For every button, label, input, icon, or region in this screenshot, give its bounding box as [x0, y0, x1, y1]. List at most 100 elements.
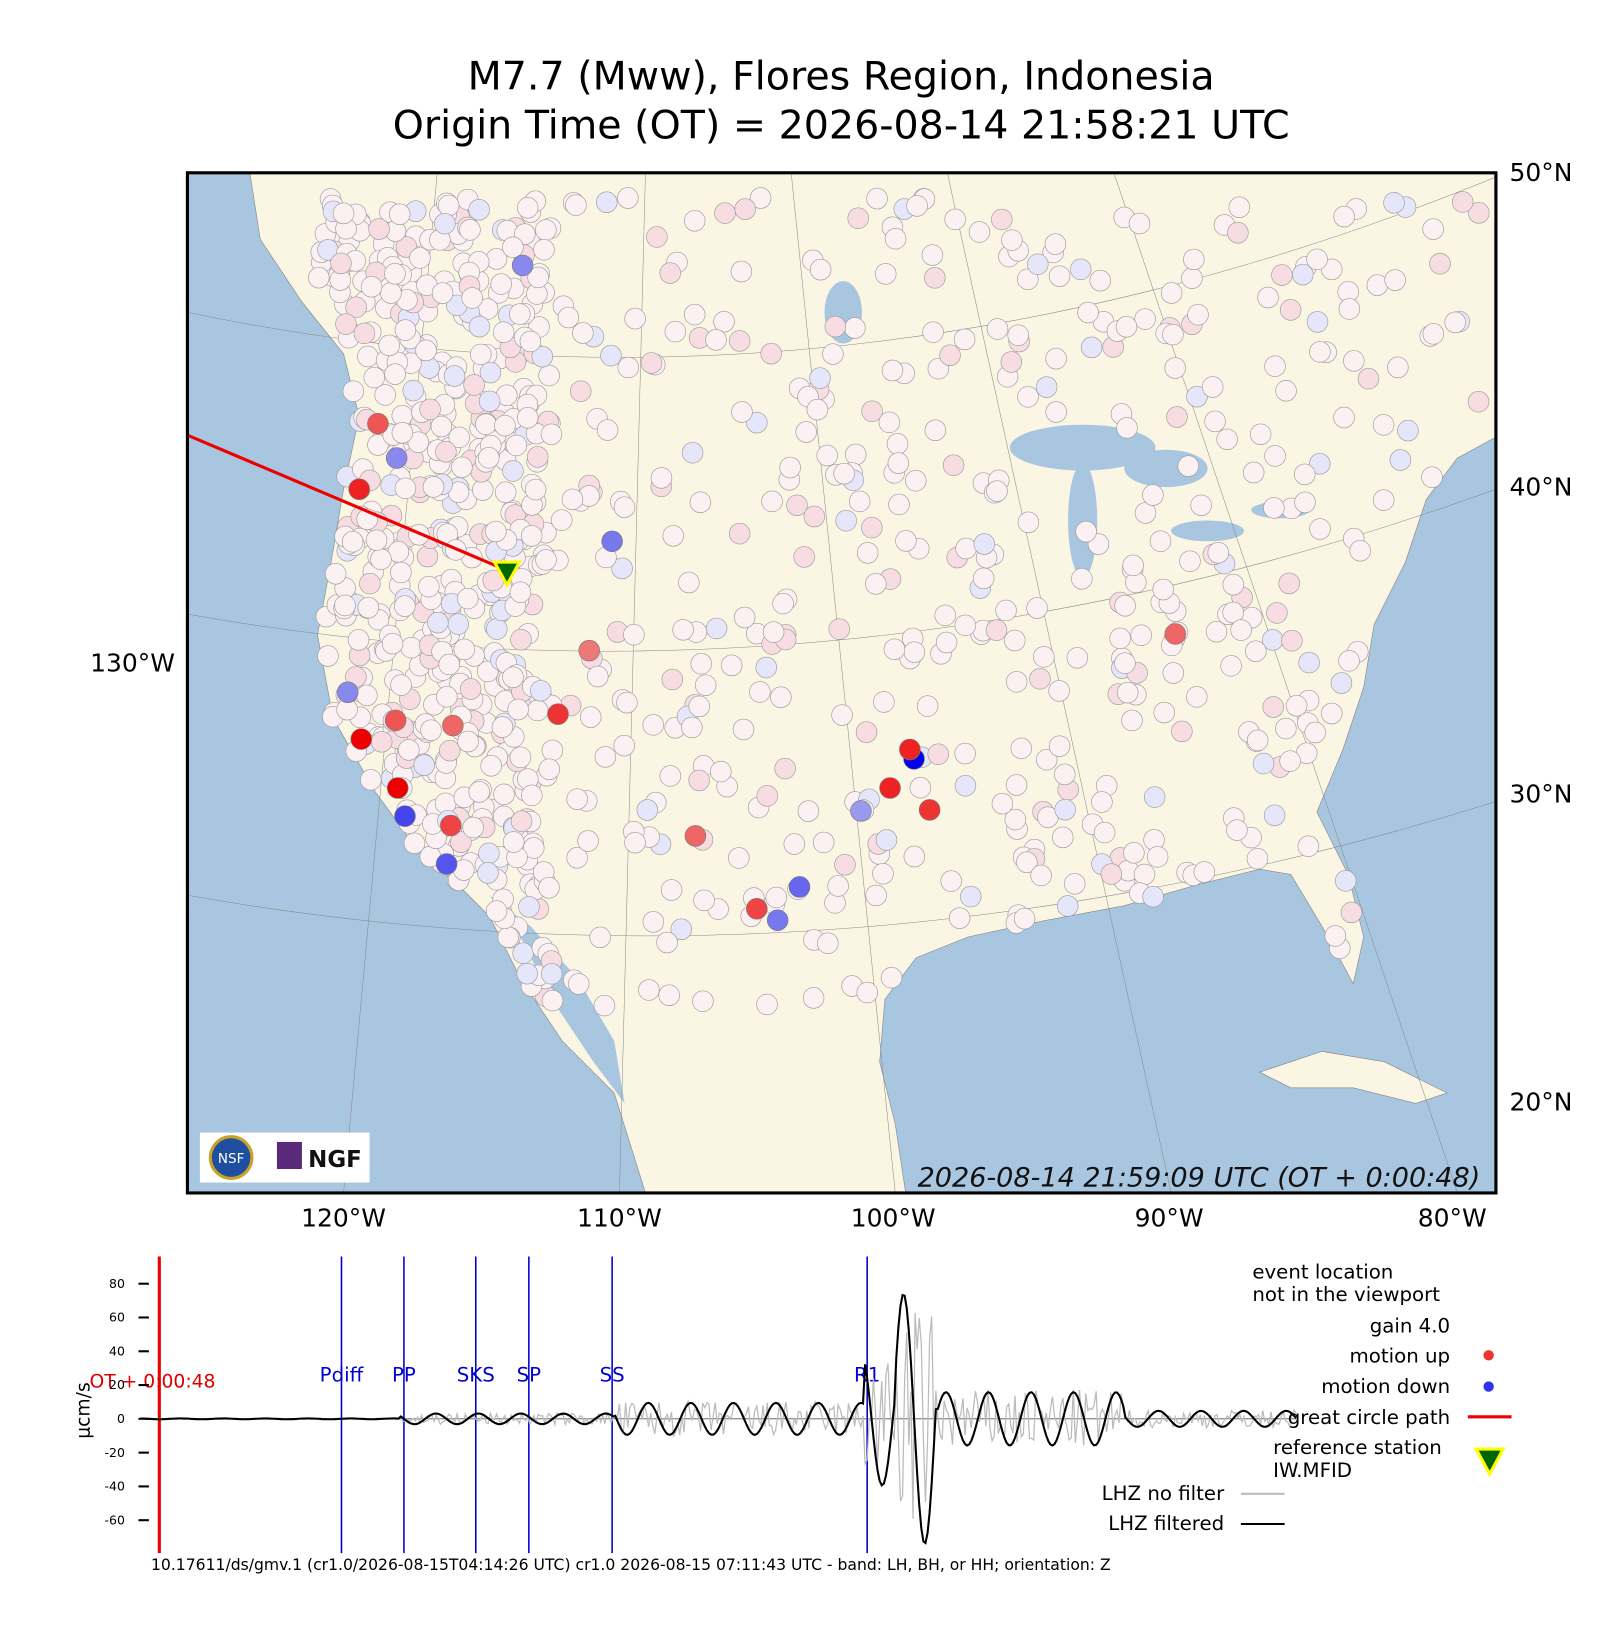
station [1035, 376, 1058, 398]
station [440, 814, 462, 837]
station [948, 907, 971, 929]
station [662, 525, 684, 547]
station [357, 345, 379, 368]
station [1017, 268, 1039, 290]
station [1228, 196, 1251, 218]
station [567, 973, 590, 995]
station [533, 239, 555, 261]
station [1304, 721, 1326, 744]
station [844, 443, 867, 466]
station [1285, 695, 1308, 717]
station [1397, 419, 1419, 442]
station [1383, 192, 1405, 214]
subtitle: Origin Time (OT) = 2026-08-14 21:58:21 U… [393, 102, 1290, 148]
station [934, 604, 956, 627]
station [490, 273, 512, 295]
station [1246, 847, 1269, 870]
lat-label: 30°N [1509, 780, 1572, 809]
station [520, 525, 543, 547]
station [746, 411, 768, 434]
station [1262, 696, 1284, 718]
station [1016, 851, 1038, 873]
station [749, 681, 771, 703]
graticule-line [790, 172, 896, 1193]
station [617, 356, 639, 379]
station [589, 926, 611, 949]
station [507, 698, 529, 721]
station [834, 854, 856, 876]
station [540, 423, 563, 446]
station [1026, 597, 1048, 619]
station [1010, 737, 1032, 760]
station [922, 321, 944, 343]
station [817, 932, 839, 954]
legend-label: LHZ no filter [1102, 1482, 1225, 1505]
station [1177, 455, 1200, 477]
station [1246, 729, 1269, 752]
station [684, 825, 707, 847]
station [1130, 624, 1152, 646]
station [1372, 414, 1395, 436]
station [523, 837, 545, 859]
station [447, 613, 469, 635]
station [995, 599, 1017, 622]
station [600, 344, 622, 367]
station [905, 469, 927, 492]
station [317, 645, 339, 667]
y-tick-label: 0 [117, 1411, 125, 1426]
station [509, 303, 531, 325]
station [1114, 595, 1136, 617]
y-tick-label: -60 [105, 1512, 125, 1527]
station [678, 571, 700, 594]
station [437, 194, 460, 217]
station [1183, 248, 1205, 271]
ngf-text: NGF [308, 1147, 362, 1173]
station [1164, 357, 1186, 379]
station [1160, 282, 1183, 304]
lake [1068, 463, 1098, 578]
station [1048, 735, 1071, 757]
station [850, 800, 872, 822]
station [418, 575, 440, 598]
station [1128, 212, 1151, 235]
station [345, 296, 367, 318]
station [835, 509, 857, 532]
station [660, 879, 683, 901]
station [1007, 324, 1029, 346]
station [856, 542, 879, 564]
station [903, 845, 926, 868]
station [793, 546, 815, 568]
station [394, 319, 417, 341]
station [855, 721, 878, 743]
station [924, 419, 947, 441]
station [572, 322, 594, 344]
station [427, 611, 449, 634]
station [1166, 406, 1188, 428]
station [359, 572, 381, 595]
station [330, 252, 352, 275]
station [822, 343, 844, 365]
station [733, 606, 756, 629]
station [795, 421, 817, 443]
station [661, 668, 684, 691]
legend-note: event location [1252, 1260, 1393, 1283]
station [468, 781, 490, 803]
timestamp: 2026-08-14 21:59:09 UTC (OT + 0:00:48) [918, 1163, 1481, 1194]
lon-label: 100°W [851, 1203, 936, 1232]
station [1093, 821, 1116, 844]
station [1171, 720, 1193, 743]
station [561, 488, 584, 511]
station [688, 695, 710, 718]
station [694, 674, 717, 696]
station [493, 783, 515, 806]
station [587, 665, 609, 688]
station [1226, 819, 1248, 841]
station [1077, 301, 1099, 324]
station [779, 456, 801, 479]
station [1071, 568, 1093, 590]
station [400, 636, 422, 659]
station [954, 742, 976, 765]
station [942, 454, 965, 476]
station [617, 187, 639, 209]
station [1242, 461, 1265, 484]
